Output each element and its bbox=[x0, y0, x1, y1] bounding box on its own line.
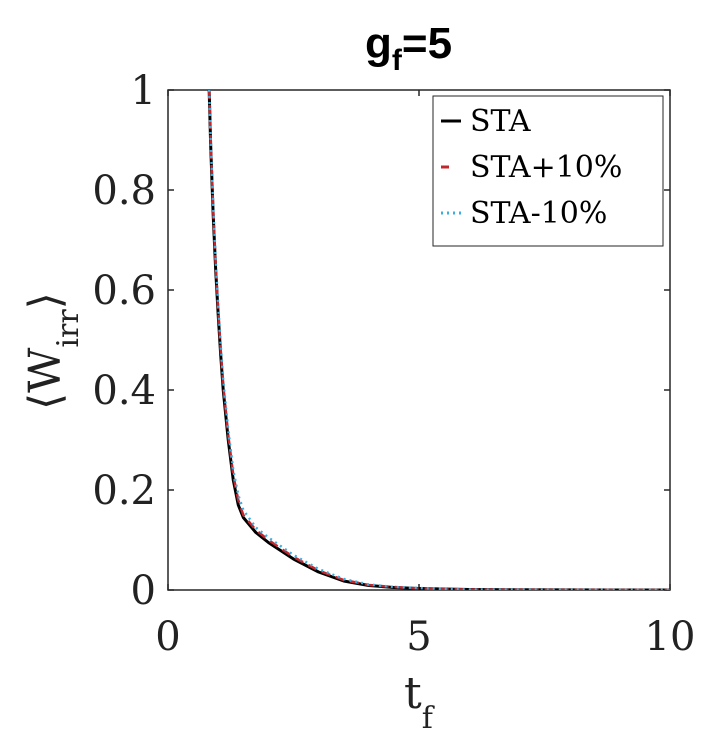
y-axis-label: ⟨Wirr⟩ bbox=[20, 292, 86, 410]
y-tick-label: 0 bbox=[131, 568, 156, 614]
y-tick-label: 0.2 bbox=[92, 468, 156, 514]
chart-title-main: g bbox=[365, 19, 392, 68]
x-axis-label-subscript: f bbox=[422, 701, 435, 736]
y-axis-ticks: 0 0.2 0.4 0.6 0.8 1 bbox=[92, 68, 670, 614]
series-lines bbox=[207, 90, 670, 590]
y-axis-label-subscript: irr bbox=[51, 309, 86, 348]
chart-title-subscript: f bbox=[392, 44, 403, 77]
chart-title-suffix: =5 bbox=[402, 19, 452, 68]
legend: STA STA+10% STA-10% bbox=[432, 95, 664, 247]
y-axis-label-main: ⟨W bbox=[20, 347, 71, 410]
series-line-3 bbox=[207, 90, 670, 590]
legend-label: STA+10% bbox=[470, 150, 622, 185]
y-tick-label: 0.6 bbox=[92, 268, 156, 314]
x-axis-label: tf bbox=[404, 668, 435, 736]
x-axis-ticks: 0 5 10 bbox=[155, 90, 695, 660]
chart-title: gf=5 bbox=[365, 19, 452, 77]
x-tick-label: 5 bbox=[406, 614, 431, 660]
x-tick-label: 0 bbox=[155, 614, 180, 660]
legend-label: STA-10% bbox=[470, 196, 607, 231]
y-tick-label: 0.8 bbox=[92, 168, 156, 214]
legend-box bbox=[432, 95, 664, 247]
legend-items: STA STA+10% STA-10% bbox=[441, 104, 622, 231]
legend-label: STA bbox=[470, 104, 531, 139]
x-tick-label: 10 bbox=[645, 614, 696, 660]
x-axis-label-main: t bbox=[404, 668, 422, 719]
y-tick-label: 1 bbox=[131, 68, 156, 114]
y-tick-label: 0.4 bbox=[92, 368, 156, 414]
y-axis-label-close: ⟩ bbox=[20, 292, 71, 309]
